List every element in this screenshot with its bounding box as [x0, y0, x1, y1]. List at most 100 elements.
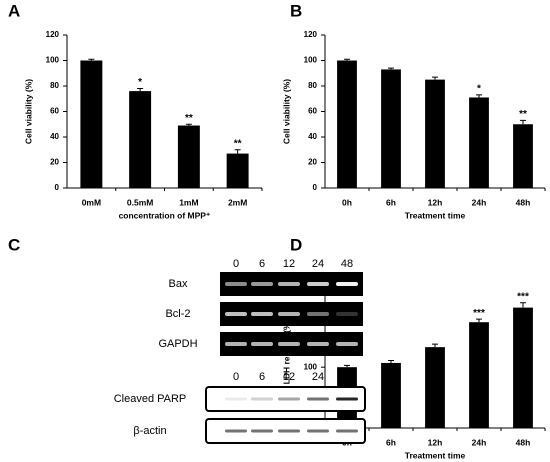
x-tick-label: 0h [342, 197, 352, 207]
x-tick-label: 48h [516, 437, 531, 447]
y-tick-label: 100 [304, 362, 318, 371]
error-bar [432, 343, 438, 348]
x-tick-label: 6h [386, 197, 396, 207]
y-tick-label: 80 [308, 81, 317, 90]
bar [177, 125, 200, 188]
x-tick-label: 12h [428, 197, 443, 207]
y-tick-label: 80 [50, 81, 59, 90]
band [251, 282, 273, 286]
error-bar [476, 318, 482, 323]
bar [226, 153, 249, 188]
y-tick-label: 20 [308, 158, 317, 167]
error-bar [432, 76, 438, 80]
lane-label: 12 [283, 258, 295, 270]
x-tick-label: 0.5mM [127, 197, 153, 207]
band [251, 312, 273, 316]
band [336, 429, 358, 433]
significance: ** [234, 138, 242, 149]
y-tick-label: 40 [50, 132, 59, 141]
bar [513, 307, 533, 428]
band [225, 397, 247, 401]
x-tick-label: 24h [472, 437, 487, 447]
x-axis-title: Treatment time [405, 450, 466, 460]
x-tick-label: 12h [428, 437, 443, 447]
band [278, 342, 300, 346]
x-tick-label: 24h [472, 197, 487, 207]
significance: * [138, 77, 142, 88]
y-axis-title: Cell viability (%) [23, 79, 33, 144]
band [336, 397, 358, 401]
bar [469, 97, 489, 188]
row-label: GAPDH [158, 338, 197, 350]
error-bar [388, 67, 394, 70]
y-tick-label: 100 [304, 56, 318, 65]
band [307, 312, 329, 316]
error-bar [520, 119, 526, 125]
lane-label: 24 [312, 371, 324, 383]
x-tick-label: 2mM [228, 197, 247, 207]
error-bar [137, 88, 144, 92]
band [336, 342, 358, 346]
panel-letter: C [8, 235, 20, 254]
significance: * [477, 84, 481, 95]
band [278, 429, 300, 433]
band [251, 397, 273, 401]
bar [381, 362, 401, 428]
panel-letter: D [290, 235, 302, 254]
band [225, 342, 247, 346]
row-label: β-actin [133, 425, 166, 437]
error-bar [344, 58, 350, 61]
bar [425, 79, 445, 188]
y-tick-label: 20 [50, 158, 59, 167]
y-tick-label: 120 [304, 30, 318, 39]
bar [513, 124, 533, 188]
lane-label: 12 [283, 371, 295, 383]
bar [337, 60, 357, 188]
bar [425, 347, 445, 428]
error-bar [520, 302, 526, 308]
y-axis-title: Cell viability (%) [281, 79, 291, 144]
y-tick-label: 60 [50, 107, 59, 116]
band [307, 342, 329, 346]
row-label: Cleaved PARP [114, 393, 187, 405]
lane-label: 48 [341, 371, 353, 383]
band [251, 342, 273, 346]
y-tick-label: 40 [308, 132, 317, 141]
band [307, 282, 329, 286]
lane-label: 48 [341, 258, 353, 270]
bar [129, 91, 152, 188]
lane-label: 0 [233, 371, 239, 383]
band [336, 282, 358, 286]
band [225, 312, 247, 316]
x-tick-label: 6h [386, 437, 396, 447]
error-bar [476, 94, 482, 98]
band [225, 282, 247, 286]
error-bar [234, 149, 241, 154]
lane-label: 6 [259, 371, 265, 383]
lane-label: 24 [312, 258, 324, 270]
error-bar [344, 364, 350, 368]
x-axis-title: Treatment time [405, 210, 466, 220]
panel-letter: B [290, 1, 302, 20]
bar [381, 69, 401, 188]
x-tick-label: 0mM [82, 197, 101, 207]
significance: *** [473, 308, 485, 319]
x-tick-label: 48h [516, 197, 531, 207]
band [278, 312, 300, 316]
error-bar [185, 123, 192, 126]
blot [205, 386, 366, 412]
row-label: Bax [169, 278, 188, 290]
significance: ** [185, 113, 193, 124]
band [278, 397, 300, 401]
lane-label: 6 [259, 258, 265, 270]
band [307, 429, 329, 433]
lane-label: 0 [233, 258, 239, 270]
y-tick-label: 0 [313, 183, 318, 192]
error-bar [388, 360, 394, 363]
band [225, 429, 247, 433]
error-bar [88, 58, 95, 61]
panel-letter: A [8, 1, 20, 20]
x-axis-title: concentration of MPP⁺ [119, 210, 211, 220]
band [278, 282, 300, 286]
